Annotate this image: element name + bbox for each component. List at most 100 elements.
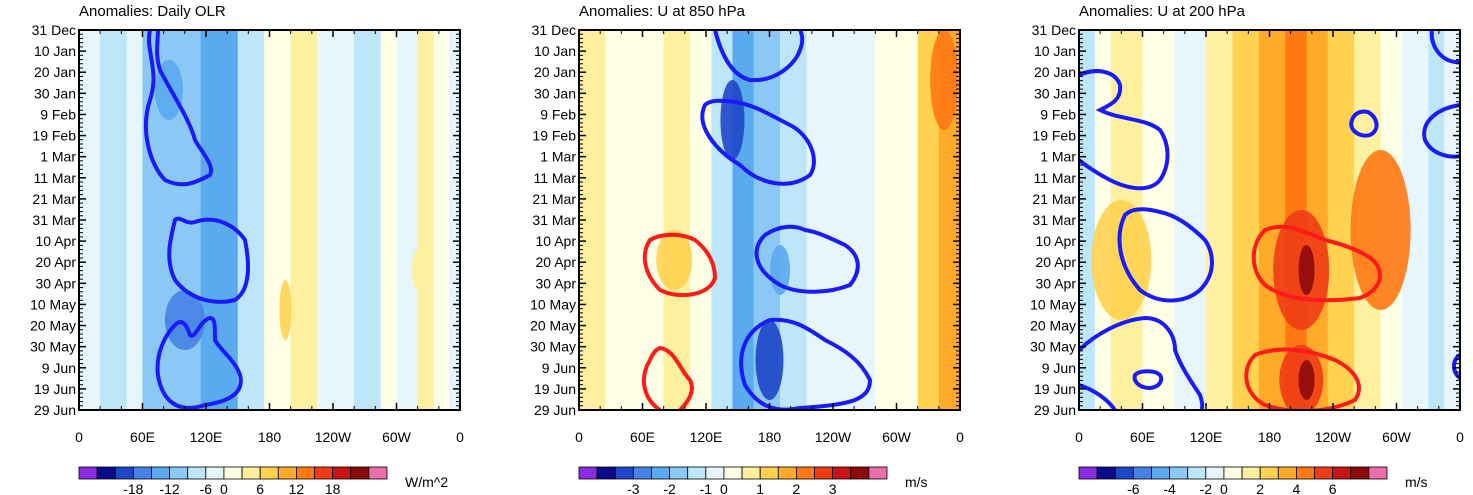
field-band (838, 30, 876, 410)
colorbar-swatch (596, 466, 616, 480)
contour-negative (143, 30, 213, 187)
y-axis: 31 Dec 10 Jan 20 Jan 30 Jan 9 Feb 19 Feb 1 Mar… (530, 22, 960, 418)
field-band (806, 30, 839, 410)
colorbar-swatch (868, 466, 888, 480)
colorbar-swatch (259, 466, 279, 480)
contour-negative (167, 216, 250, 304)
y-tick-label: 20 May (30, 318, 76, 334)
colorbar-label: -6 (1127, 481, 1140, 495)
y-tick-label: 19 Feb (32, 128, 76, 144)
x-axis: 0 60E 120E 180 120W 60W 0 (75, 30, 464, 445)
contour-positive (1244, 347, 1361, 410)
colorbar-label: 6 (256, 481, 264, 495)
colorbar-swatch (1205, 466, 1225, 480)
field-band (917, 30, 940, 410)
field-band (380, 30, 397, 410)
field-band (626, 30, 665, 410)
y-tick-label: 19 Jun (34, 381, 76, 397)
colorbar-label: 0 (720, 481, 728, 495)
x-tick-label: 120W (815, 429, 852, 445)
colorbar-swatch (296, 466, 315, 480)
colorbar-label: -12 (159, 481, 179, 495)
contour-negative (1132, 369, 1164, 391)
colorbar-swatch (1151, 466, 1170, 480)
colorbar-swatch (1296, 466, 1315, 480)
x-tick-label: 60E (630, 429, 655, 445)
colorbar-swatch (1332, 466, 1352, 480)
colorbar: -6 -4 -2 0 2 4 6 m/s (1078, 466, 1428, 495)
colorbar-swatch (1223, 466, 1243, 480)
colorbar: -18 -12 -6 0 6 12 18 W/m^2 (78, 466, 448, 495)
field-band (1258, 30, 1286, 410)
colorbar-swatch (1114, 466, 1134, 480)
colorbar-swatch (350, 466, 370, 480)
y-tick-label: 31 Mar (532, 212, 576, 228)
field-band (1206, 30, 1233, 410)
y-tick-label: 1 Mar (40, 149, 76, 165)
y-tick-label: 19 Jun (1034, 381, 1076, 397)
panel-title: Anomalies: Daily OLR (79, 3, 226, 20)
y-tick-label: 10 Apr (1036, 233, 1077, 249)
y-tick-label: 1 Mar (1040, 149, 1076, 165)
colorbar-swatch (78, 466, 98, 480)
x-tick-label: 180 (258, 429, 282, 445)
colorbar-swatch (796, 466, 815, 480)
x-tick-label: 120E (690, 429, 723, 445)
colorbar-swatch (1350, 466, 1370, 480)
y-tick-label: 20 Apr (536, 254, 577, 270)
field-band (1079, 30, 1096, 410)
x-tick-label: 180 (758, 429, 782, 445)
colorbar-swatch (669, 466, 689, 480)
y-tick-label: 10 May (1030, 296, 1076, 312)
y-tick-label: 31 Mar (32, 212, 76, 228)
contour-lines (641, 30, 873, 410)
field-anomaly (720, 80, 745, 160)
colorbar-label: 2 (793, 481, 801, 495)
colorbar-swatch (687, 466, 707, 480)
y-tick-label: 11 Mar (1033, 170, 1076, 186)
x-tick-label: 0 (1075, 429, 1083, 445)
y-tick-label: 31 Dec (32, 22, 76, 38)
field-band (264, 30, 292, 410)
colorbar-label: -6 (200, 481, 213, 495)
field-anomaly (930, 30, 959, 130)
y-tick-label: 20 Apr (1036, 254, 1077, 270)
y-tick-label: 21 Mar (1032, 191, 1076, 207)
colorbar-swatch (614, 466, 634, 480)
contour-negative (155, 315, 243, 410)
y-tick-label: 9 Feb (40, 106, 76, 122)
x-tick-label: 0 (575, 429, 583, 445)
field-band (663, 30, 691, 410)
colorbar-swatch (205, 466, 225, 480)
x-tick-label: 0 (1456, 429, 1464, 445)
field-band (1142, 30, 1175, 410)
y-tick-label: 1 Mar (540, 149, 576, 165)
y-tick-label: 21 Mar (532, 191, 576, 207)
y-tick-label: 10 May (30, 296, 76, 312)
field-band (396, 30, 419, 410)
field-band (1327, 30, 1355, 410)
field-anomaly (755, 320, 784, 400)
field-anomaly (279, 280, 292, 340)
y-tick-label: 20 May (1030, 318, 1076, 334)
colorbar-swatch (651, 466, 670, 480)
x-tick-label: 120W (1315, 429, 1352, 445)
contour-positive (1251, 224, 1382, 303)
y-tick-label: 9 Feb (540, 106, 576, 122)
y-tick-label: 30 Apr (536, 275, 577, 291)
y-tick-label: 20 Jan (534, 64, 576, 80)
colorbar: -3 -2 -1 0 1 2 3 m/s (578, 466, 928, 495)
colorbar-swatch (223, 466, 243, 480)
field-band (417, 30, 435, 410)
colorbar-swatch (1241, 466, 1261, 480)
x-tick-label: 60W (882, 429, 912, 445)
y-tick-label: 29 Jun (534, 402, 576, 418)
panel-u200: Anomalies: U at 200 hPa 31 Dec 10 Jan 20 J… (1030, 3, 1464, 495)
field-band (354, 30, 382, 410)
field-band (605, 30, 628, 410)
colorbar-swatch (1277, 466, 1297, 480)
x-tick-label: 60E (130, 429, 155, 445)
colorbar-label: 3 (829, 481, 837, 495)
x-tick-label: 60W (1382, 429, 1412, 445)
field-band (142, 30, 165, 410)
